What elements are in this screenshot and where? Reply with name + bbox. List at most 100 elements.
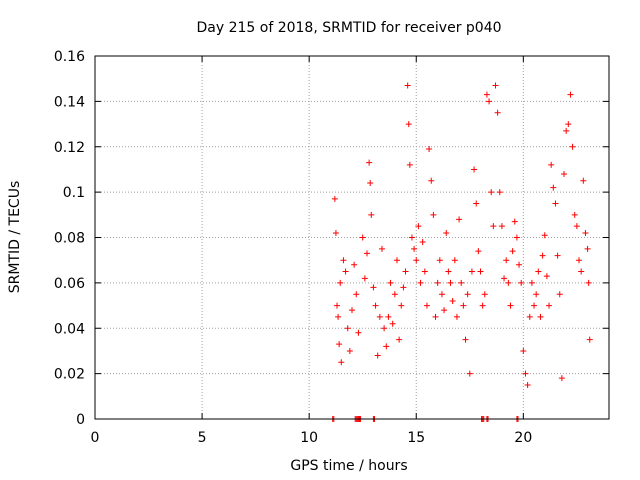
data-point [432,313,439,320]
data-point [479,302,486,309]
data-point [406,161,413,168]
data-point [417,279,424,286]
data-point [473,200,480,207]
y-tick-label: 0 [76,412,85,428]
data-point [441,307,448,314]
y-tick-label: 0.14 [54,94,85,110]
data-point [584,245,591,252]
data-point [543,273,550,280]
data-point [363,250,370,257]
data-point [342,268,349,275]
x-tick-label: 20 [514,430,532,446]
data-point [368,211,375,218]
data-point [524,381,531,388]
axis-ticks: 0 5 10 15 20 0 0.02 0.04 0.06 0.08 0.1 0.12 0.14 0.16 [54,49,609,446]
data-point [528,279,535,286]
data-point [503,257,510,264]
data-point [391,291,398,298]
data-point [349,307,355,314]
data-point [449,298,456,305]
data-point [335,313,342,320]
data-point [405,121,412,128]
data-point [387,279,394,286]
data-point [535,268,542,275]
data-point [578,268,585,275]
data-point [516,261,523,268]
data-point [539,252,546,259]
data-point [374,352,381,359]
data-point [398,302,405,309]
data-point [361,275,368,282]
y-tick-label: 0.02 [54,367,85,383]
data-point [554,252,561,259]
data-point [415,223,422,230]
data-point [353,291,360,298]
x-tick-label: 15 [407,430,425,446]
data-point [370,284,377,291]
data-point [411,245,418,252]
data-point [481,291,488,298]
data-point [505,279,512,286]
data-point [548,161,555,168]
data-point [423,302,430,309]
data-point [438,291,445,298]
data-point [396,336,403,343]
y-tick-label: 0.08 [54,231,85,247]
data-point [556,291,563,298]
data-point [498,223,505,230]
data-point [585,279,592,286]
data-point [533,291,540,298]
data-point [573,223,580,230]
y-tick-label: 0.12 [54,140,85,156]
data-point [453,313,460,320]
data-point [565,121,572,128]
data-point [346,347,353,354]
data-points [329,82,593,422]
data-point [561,170,568,177]
y-tick-label: 0.1 [63,185,85,201]
data-point [468,268,475,275]
data-point [434,279,441,286]
x-tick-label: 5 [198,430,207,446]
data-point [340,257,347,264]
data-point [494,109,501,116]
data-point [334,302,341,309]
data-point [475,248,482,255]
data-point [331,195,338,202]
data-point [426,146,433,153]
data-point [378,245,385,252]
data-point [381,325,388,332]
y-tick-label: 0.16 [54,49,85,65]
data-point [576,257,583,264]
x-tick-label: 10 [300,430,318,446]
data-point [372,302,379,309]
data-point [580,177,587,184]
data-point [501,275,508,282]
data-point [462,336,469,343]
data-point [400,284,407,291]
data-point [385,313,392,320]
data-point [569,143,576,150]
data-point [458,279,465,286]
data-point [531,302,538,309]
data-point [367,180,374,187]
data-point [366,159,373,166]
data-point [413,257,420,264]
plot-frame [94,55,610,420]
data-point [359,234,366,241]
data-point [436,257,443,264]
chart-title: Day 215 of 2018, SRMTID for receiver p04… [196,20,501,36]
data-point [490,223,497,230]
y-tick-label: 0.06 [54,276,85,292]
y-tick-label: 0.04 [54,321,85,337]
data-point [520,347,527,354]
data-point [511,218,518,225]
data-point [451,257,458,264]
data-point [338,359,345,366]
data-point [558,375,565,382]
data-point [582,229,589,236]
data-point [408,234,415,241]
data-point [513,234,520,241]
data-point [344,325,351,332]
